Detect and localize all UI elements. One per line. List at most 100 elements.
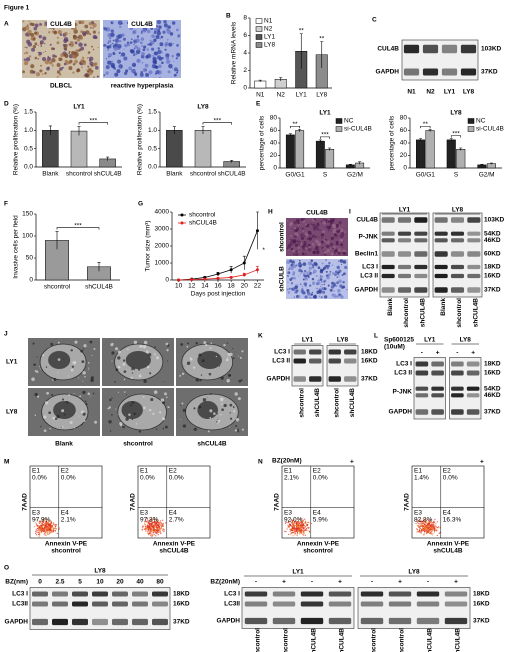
event [292,529,294,531]
band [381,264,395,270]
event [425,525,428,527]
kd-label: 54KD [484,385,501,392]
event [152,525,154,527]
event [429,529,431,532]
vesicle [90,395,92,397]
vesicle [119,422,123,426]
y-tick-label: 150 [22,211,33,218]
cell [107,49,109,51]
vesicle [187,342,189,345]
event [423,526,426,528]
event [432,521,434,524]
cell [316,287,318,290]
cell [32,45,37,49]
cell [300,289,305,294]
band [309,376,322,382]
cell [288,287,291,290]
cell [321,227,323,229]
event [47,522,49,524]
cell [292,264,297,269]
event [294,531,296,533]
event [303,527,305,530]
band [72,618,88,626]
vesicle [201,359,205,363]
event [420,531,422,533]
cell [310,259,314,262]
event [430,533,432,535]
cell [333,233,337,237]
cell [96,75,99,78]
error-bar [77,126,81,136]
event [293,519,295,522]
event [420,522,422,525]
event [143,523,146,525]
cell [299,241,302,243]
event [35,529,37,531]
cell [91,45,93,48]
event [160,532,162,535]
kd-label: 16KD [173,601,190,608]
y-tick-label: 60 [270,127,278,134]
cell [336,243,339,246]
vesicle [208,372,212,376]
cell [112,52,116,56]
error-bar [449,138,453,142]
panel-letter: H [268,209,273,216]
cell [293,220,297,225]
cell [317,242,321,246]
event [160,528,162,530]
cell [64,31,68,36]
y-tick-label: 1.0 [24,127,33,134]
event [430,519,432,521]
vesicle [57,341,60,344]
event [150,529,152,531]
event [48,527,50,529]
cell [298,259,301,262]
cell [156,55,162,60]
quadrant-value: 1.4% [414,475,429,482]
cell [324,295,328,299]
cell [177,33,181,37]
band [460,68,477,76]
event [47,523,49,525]
cell [340,263,342,266]
cell [156,31,161,36]
band [434,287,448,293]
cell [87,65,90,68]
event [46,521,48,523]
cell [133,54,135,57]
cell [130,49,135,54]
event [38,528,40,530]
image-side-label: shcontrol [279,222,286,252]
cell [51,47,54,51]
cell [335,224,339,228]
treatment-value: 80 [156,579,164,586]
panel-letter: A [4,21,9,28]
vesicle [217,418,219,420]
event [39,533,41,535]
vesicle [89,340,93,344]
x-tick-label: 20 [241,283,249,290]
band [360,601,384,607]
y-tick-label: 4 [243,50,247,57]
x-tick-label: G0/G1 [416,172,436,179]
event [148,534,150,536]
lane-label: shCUL4B [349,388,356,418]
y-tick-label: 20 [400,152,408,159]
event [418,530,420,533]
cell [323,269,325,271]
cell [136,35,140,38]
vesicle [138,374,142,378]
event [426,532,429,534]
lane-label: shcontrol [403,298,410,328]
band [309,349,322,355]
event [435,522,437,525]
event [285,522,287,524]
event [48,533,50,535]
treatment-label: BZ(nm) [5,579,28,586]
vesicle [158,411,162,414]
cell [326,248,331,253]
event [47,533,49,535]
cell [69,62,71,64]
cell [309,293,312,295]
